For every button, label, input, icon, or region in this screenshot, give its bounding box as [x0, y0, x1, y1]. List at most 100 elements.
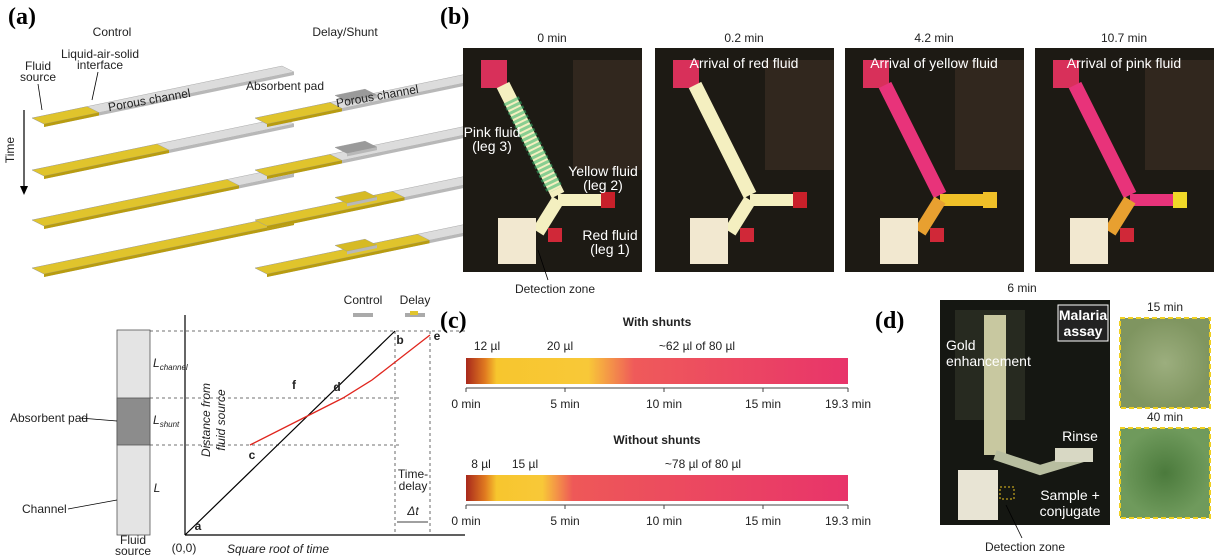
subscript: shunt — [160, 420, 180, 429]
frame-time: 0 min — [537, 31, 566, 45]
label: interface — [77, 58, 123, 72]
leg-2-pad — [601, 192, 615, 208]
legend-delay-pad — [410, 311, 418, 315]
symbol: L — [153, 413, 160, 427]
point-label: d — [333, 380, 340, 394]
frame-caption: Arrival of yellow fluid — [870, 55, 998, 71]
fluid-strip-side — [44, 185, 239, 229]
legend-entry: Delay — [400, 293, 431, 307]
red-pad — [930, 228, 944, 242]
label: conjugate — [1040, 503, 1101, 519]
label: Detection zone — [515, 282, 595, 296]
red-pad — [1120, 228, 1134, 242]
label: delay — [399, 479, 428, 493]
tick-label: 15 min — [745, 514, 781, 528]
gold-channel — [984, 315, 1006, 455]
legend-entry: Control — [344, 293, 383, 307]
arrow — [38, 84, 42, 110]
red-pad — [740, 228, 754, 242]
panel-label: (c) — [440, 308, 467, 334]
label: Channel — [22, 502, 67, 516]
volume-label: 20 µl — [547, 339, 573, 353]
arrowhead — [20, 186, 28, 195]
detection-pad — [690, 218, 728, 264]
tick-label: 0 min — [451, 397, 480, 411]
label: (0,0) — [172, 541, 197, 555]
length-label: Lshunt — [153, 413, 180, 429]
assay-strip — [466, 475, 848, 501]
column-title: Delay/Shunt — [312, 25, 378, 39]
strip-title: Without shunts — [613, 433, 701, 447]
fluid-strip — [32, 216, 294, 274]
axis-title: fluid source — [214, 389, 228, 451]
inset-image — [1120, 318, 1210, 408]
panel-label: (b) — [440, 4, 469, 30]
frame-glow — [573, 60, 642, 170]
label: Absorbent pad — [246, 79, 324, 93]
detection-pad — [880, 218, 918, 264]
subscript: channel — [160, 363, 188, 372]
frame-glow — [765, 60, 834, 170]
detection-pad — [1070, 218, 1108, 264]
leg-2-pad — [793, 192, 807, 208]
inset-image — [1120, 428, 1210, 518]
label: source — [115, 544, 151, 557]
label: (leg 2) — [583, 177, 623, 193]
tick-label: 19.3 min — [825, 397, 871, 411]
axis-title: Distance from — [199, 383, 213, 457]
point-label: a — [195, 519, 202, 533]
tick-label: 10 min — [646, 397, 682, 411]
fluid-strip — [32, 179, 239, 226]
frame-caption: Arrival of red fluid — [690, 55, 799, 71]
rinse-pad — [1055, 448, 1093, 462]
label: Porous channel — [107, 86, 192, 114]
tick-label: 15 min — [745, 397, 781, 411]
leg-2-pad — [1173, 192, 1187, 208]
strip-title: With shunts — [623, 315, 692, 329]
detection-pad — [958, 470, 998, 520]
volume-label: 15 µl — [512, 457, 538, 471]
source-pad — [481, 60, 507, 88]
point-label: c — [249, 448, 256, 462]
label: Malaria — [1059, 307, 1107, 323]
label: enhancement — [946, 353, 1031, 369]
column-title: Control — [93, 25, 132, 39]
length-label: Lchannel — [153, 356, 188, 372]
frame-glow — [955, 60, 1024, 170]
label: Sample + — [1040, 487, 1100, 503]
label: Porous channel — [335, 82, 420, 110]
frame-time: 0.2 min — [724, 31, 763, 45]
fluid-strip — [32, 144, 169, 176]
fluid-strip — [255, 234, 430, 274]
volume-label: ~78 µl of 80 µl — [665, 457, 741, 471]
tick-label: 10 min — [646, 514, 682, 528]
panel-label: (d) — [875, 308, 904, 334]
volume-label: ~62 µl of 80 µl — [659, 339, 735, 353]
axis-title: Square root of time — [227, 542, 329, 556]
label: (leg 1) — [590, 241, 630, 257]
label: (leg 3) — [472, 138, 512, 154]
label: assay — [1064, 323, 1103, 339]
red-pad — [548, 228, 562, 242]
volume-label: 8 µl — [471, 457, 491, 471]
frame-caption: Arrival of pink fluid — [1067, 55, 1181, 71]
label: Detection zone — [985, 540, 1065, 554]
label: Gold — [946, 337, 976, 353]
tick-label: 5 min — [550, 397, 579, 411]
label: Rinse — [1062, 428, 1098, 444]
tick-label: 0 min — [451, 514, 480, 528]
length-label: L — [154, 481, 161, 495]
frame-time: 4.2 min — [914, 31, 953, 45]
detection-pad — [498, 218, 536, 264]
inset-time: 40 min — [1147, 410, 1183, 424]
label: Time — [3, 137, 17, 164]
tick-label: 5 min — [550, 514, 579, 528]
fluid-strip — [255, 191, 405, 226]
arrow — [92, 72, 98, 100]
inset-time: 15 min — [1147, 300, 1183, 314]
frame-time: 10.7 min — [1101, 31, 1147, 45]
legend-control — [353, 313, 373, 317]
assay-strip — [466, 358, 848, 384]
label: Absorbent pad — [10, 411, 88, 425]
volume-label: 12 µl — [474, 339, 500, 353]
